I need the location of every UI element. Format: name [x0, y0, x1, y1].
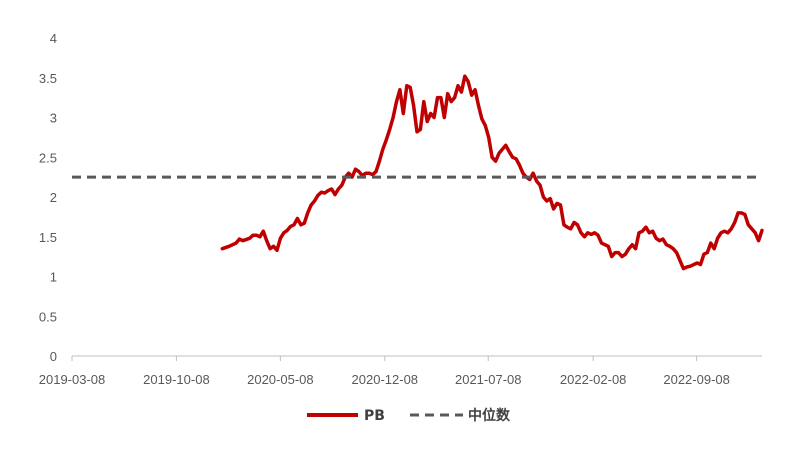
x-tick-label: 2022-02-08 — [560, 372, 627, 387]
legend-median-label: 中位数 — [468, 407, 511, 424]
y-tick-label: 3.5 — [39, 71, 57, 86]
y-axis: 0 0.5 1 1.5 2 2.5 3 3.5 4 — [39, 31, 57, 364]
x-tick-label: 2020-05-08 — [247, 372, 314, 387]
y-tick-label: 0.5 — [39, 309, 57, 324]
pb-series-line — [220, 74, 764, 271]
y-tick-label: 0 — [50, 349, 57, 364]
y-tick-label: 3 — [50, 111, 57, 126]
x-tick-label: 2022-09-08 — [663, 372, 730, 387]
x-tick-label: 2019-03-08 — [39, 372, 106, 387]
x-tick-label: 2019-10-08 — [143, 372, 210, 387]
x-tick-label: 2020-12-08 — [352, 372, 419, 387]
legend: PB 中位数 — [307, 407, 511, 424]
y-tick-label: 1 — [50, 270, 57, 285]
x-axis: 2019-03-08 2019-10-08 2020-05-08 2020-12-08… — [39, 355, 762, 387]
y-tick-label: 2 — [50, 190, 57, 205]
x-tick-label: 2021-07-08 — [455, 372, 522, 387]
y-tick-label: 2.5 — [39, 150, 57, 165]
y-tick-label: 1.5 — [39, 230, 57, 245]
plot-area — [72, 74, 764, 271]
y-tick-label: 4 — [50, 31, 57, 46]
legend-pb-label: PB — [364, 408, 385, 424]
